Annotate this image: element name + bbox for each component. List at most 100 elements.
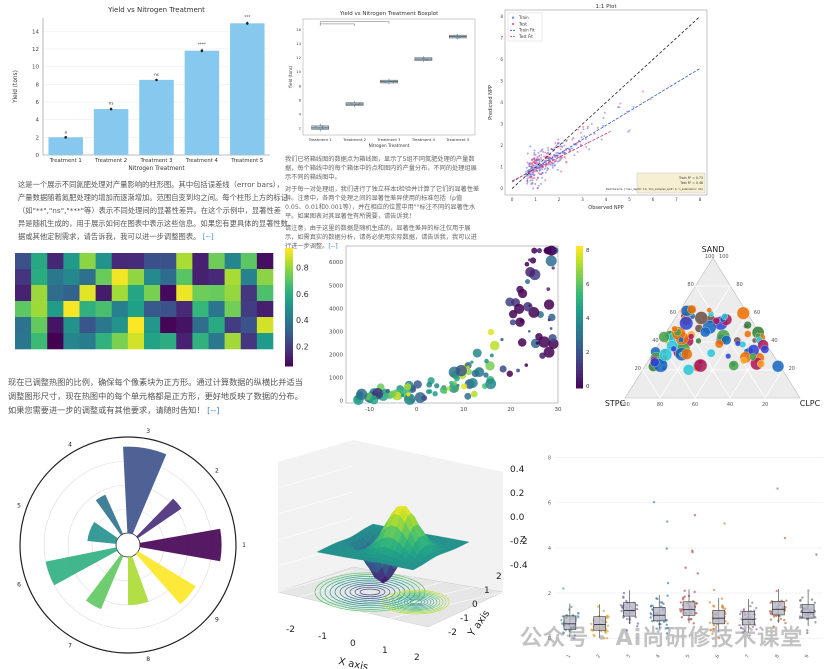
ternary-point (740, 357, 748, 365)
strip-point (665, 618, 668, 622)
test-point (565, 160, 568, 163)
bar-caption-link[interactable]: [--] (202, 232, 214, 241)
heatmap-cell (240, 333, 258, 350)
strip-point (748, 634, 751, 637)
box-point (429, 58, 431, 60)
chart-title: Yield vs Nitrogen Treatment Boxplot (339, 11, 439, 17)
heatmap-cell (144, 333, 161, 350)
box-point (421, 57, 424, 59)
heatmap-cell (47, 333, 64, 350)
heatmap-cell (31, 253, 48, 270)
colorbar-segment (576, 281, 583, 286)
bubble (536, 248, 542, 254)
strip-point (620, 609, 623, 613)
x-tick-label: 2 (414, 653, 420, 663)
test-point (533, 154, 536, 157)
strip-point (770, 610, 773, 613)
bubble (455, 364, 467, 377)
polar-bar (85, 554, 124, 610)
strip-point (577, 616, 580, 619)
strip-point (625, 617, 629, 621)
x-tick-label: Treatment 4 (411, 137, 436, 142)
heatmap-cell (192, 253, 209, 270)
colorbar-segment (285, 333, 293, 337)
ternary-gridline (659, 285, 731, 399)
x-tick-label: 4 (605, 197, 608, 202)
strip-point (711, 632, 714, 636)
ternary-tick-label: 40 (652, 338, 658, 344)
legend-marker (511, 22, 515, 26)
strip-point (784, 621, 787, 625)
train-fit-line (511, 68, 701, 183)
contour-line (349, 585, 391, 599)
strip-point (769, 601, 772, 605)
ternary-point (743, 321, 752, 330)
train-point (543, 167, 546, 170)
heatmap-cell (127, 333, 145, 350)
colorbar-segment (285, 259, 293, 264)
colorbar-tick-label: 0.6 (296, 290, 309, 299)
colorbar-segment (576, 288, 583, 293)
ternary-point (658, 331, 670, 343)
ternary-tick-label: 20 (635, 366, 641, 372)
box-point (455, 34, 458, 37)
strip-point (603, 637, 606, 640)
heatmap-cell (224, 285, 242, 302)
chart-title: 1:1 Plot (596, 4, 618, 10)
box-point (455, 36, 457, 38)
y-axis-label: Yield (tons) (288, 65, 293, 89)
strip-point (635, 603, 639, 607)
z-tick-label: 0.0 (510, 513, 525, 523)
strip-point (606, 624, 610, 627)
train-point (529, 179, 532, 182)
colorbar-segment (285, 321, 293, 326)
strip-point (622, 595, 625, 598)
y-tick-label: 0 (548, 636, 551, 642)
box-point (348, 103, 350, 105)
angle-label: 5 (17, 502, 21, 509)
test-point (543, 155, 546, 158)
bubble (535, 341, 539, 345)
colorbar-segment (285, 357, 293, 361)
heatmap-cell (208, 253, 225, 270)
x-tick-label: 0 (350, 639, 356, 649)
box (652, 607, 666, 622)
bar-mean-point (200, 49, 204, 53)
ternary-point (679, 316, 694, 331)
angle-label: 8 (146, 656, 150, 663)
bubble (499, 365, 507, 373)
bubble (530, 338, 541, 349)
strip-point (755, 606, 758, 610)
y-tick-label: 2 (36, 135, 40, 141)
strip-point (593, 634, 596, 638)
colorbar-segment (576, 352, 583, 357)
y-tick-label: 8 (36, 82, 40, 88)
train-point (547, 167, 550, 170)
contour-line (314, 572, 426, 612)
heatmap-cell (111, 333, 129, 350)
colorbar-segment (576, 370, 583, 375)
heatmap-cell (144, 317, 161, 334)
colorbar-segment (285, 318, 293, 323)
colorbar-segment (576, 302, 583, 307)
strip-point (573, 637, 576, 640)
heatmap-caption-link[interactable]: [--] (207, 405, 220, 415)
polar-bar (45, 547, 118, 586)
x-tick-label: 3 (625, 654, 632, 660)
box-point (392, 81, 395, 84)
heatmap-cell (95, 269, 113, 286)
contour-line (339, 581, 401, 603)
heatmap-cell (224, 253, 242, 270)
colorbar-segment (576, 253, 583, 258)
strip-point (814, 621, 817, 624)
ternary-tick-label: 60 (692, 402, 698, 408)
test-point (596, 126, 599, 129)
box-caption-link[interactable]: [--] (328, 243, 338, 250)
polar-bar (135, 551, 196, 605)
strip-point (695, 602, 698, 605)
strip-point (723, 607, 727, 610)
colorbar-segment (576, 324, 583, 329)
strip-point (772, 615, 776, 618)
heatmap-cell (47, 269, 64, 286)
colorbar-segment (285, 348, 293, 352)
